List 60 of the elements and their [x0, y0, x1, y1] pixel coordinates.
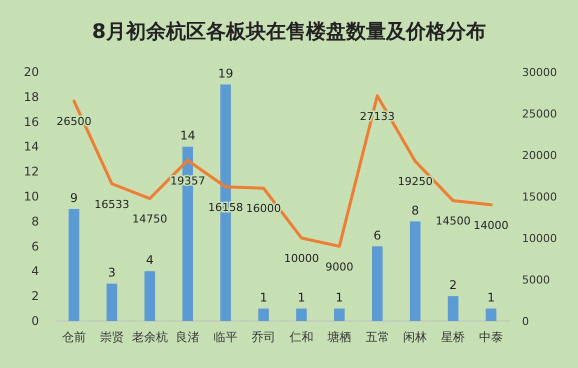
data-label: 2 [449, 278, 457, 292]
data-label: 9 [70, 190, 78, 205]
data-label: 8 [411, 203, 420, 218]
y2-tick-label: 25000 [522, 108, 557, 120]
bar [334, 308, 345, 321]
bar [448, 296, 458, 321]
data-label: 1 [336, 290, 344, 305]
y-tick-label: 16 [24, 114, 39, 129]
y2-tick-label: 10000 [522, 232, 557, 245]
data-label: 1 [260, 290, 268, 305]
y-tick-label: 0 [31, 314, 39, 328]
data-label: 16533 [94, 198, 130, 211]
y-tick-label: 8 [31, 214, 39, 228]
x-tick-label: 五常 [365, 330, 390, 344]
data-label: 14750 [132, 212, 168, 226]
y2-tick-label: 20000 [522, 149, 557, 162]
x-tick-label: 老余杭 [132, 330, 168, 344]
bar [410, 221, 421, 321]
bar [486, 308, 496, 321]
y-tick-label: 12 [24, 164, 39, 179]
data-label: 19250 [398, 175, 433, 188]
x-tick-label: 临平 [214, 330, 238, 344]
data-label: 19 [218, 66, 234, 80]
y2-tick-label: 30000 [522, 66, 557, 79]
y-tick-label: 6 [31, 239, 39, 254]
x-tick-label: 乔司 [252, 330, 276, 344]
bar [106, 284, 118, 321]
chart-title: 8月初余杭区各板块在售楼盘数量及价格分布 [92, 19, 486, 43]
y-tick-label: 2 [31, 289, 39, 304]
x-tick-label: 闲林 [403, 330, 428, 344]
x-tick-label: 塘栖 [326, 330, 352, 344]
data-label: 14 [180, 128, 196, 143]
y-tick-label: 14 [24, 140, 39, 154]
x-tick-label: 崇贤 [100, 330, 124, 344]
data-label: 3 [108, 266, 116, 280]
bar [258, 308, 269, 321]
y-tick-label: 4 [31, 264, 39, 278]
data-label: 1 [298, 290, 306, 305]
data-label: 4 [146, 253, 154, 268]
data-label: 1 [487, 290, 495, 305]
bar [296, 308, 307, 321]
y2-tick-label: 5000 [522, 274, 550, 286]
x-tick-label: 仓前 [62, 330, 86, 344]
data-label: 9000 [325, 260, 354, 274]
y2-tick-label: 0 [522, 315, 529, 328]
data-label: 14000 [474, 218, 509, 232]
y-tick-label: 10 [24, 190, 39, 204]
data-label: 10000 [284, 252, 319, 265]
y2-tick-label: 15000 [522, 190, 557, 204]
x-tick-label: 良渚 [176, 330, 200, 344]
y-tick-label: 18 [24, 90, 39, 104]
x-tick-label: 中泰 [479, 330, 504, 344]
data-label: 14500 [436, 214, 471, 228]
x-tick-label: 星桥 [441, 330, 466, 344]
data-label: 6 [373, 228, 382, 242]
x-tick-label: 仁和 [288, 330, 314, 344]
bar [144, 271, 156, 321]
bar [372, 246, 383, 321]
y-tick-label: 20 [24, 65, 39, 79]
bar [68, 208, 80, 321]
